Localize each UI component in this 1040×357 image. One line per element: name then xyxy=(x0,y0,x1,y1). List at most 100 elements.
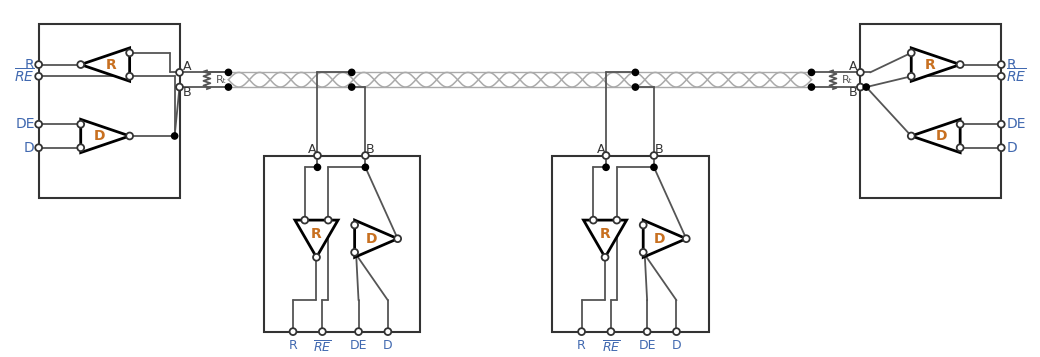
Circle shape xyxy=(857,69,864,76)
Circle shape xyxy=(348,69,355,76)
Text: D: D xyxy=(672,340,681,352)
Circle shape xyxy=(651,152,657,159)
Circle shape xyxy=(126,49,133,56)
Circle shape xyxy=(590,217,597,223)
Circle shape xyxy=(226,84,232,90)
Circle shape xyxy=(602,152,609,159)
Circle shape xyxy=(997,73,1005,80)
Text: $\overline{RE}$: $\overline{RE}$ xyxy=(1006,67,1026,85)
Circle shape xyxy=(640,222,647,228)
Circle shape xyxy=(348,84,355,90)
Polygon shape xyxy=(81,119,130,152)
Circle shape xyxy=(126,73,133,80)
Polygon shape xyxy=(355,220,397,257)
Circle shape xyxy=(77,144,84,151)
Circle shape xyxy=(324,217,332,223)
Text: B: B xyxy=(182,86,191,100)
Circle shape xyxy=(77,121,84,128)
Text: DE: DE xyxy=(639,340,656,352)
Circle shape xyxy=(362,152,369,159)
Text: R: R xyxy=(577,340,586,352)
Text: D: D xyxy=(94,129,105,143)
Circle shape xyxy=(644,328,651,335)
Text: D: D xyxy=(936,129,947,143)
Circle shape xyxy=(863,84,869,90)
Circle shape xyxy=(601,254,608,261)
Circle shape xyxy=(957,61,964,68)
Text: R: R xyxy=(925,57,935,71)
Text: R: R xyxy=(1006,57,1016,71)
Polygon shape xyxy=(911,48,960,81)
Polygon shape xyxy=(295,220,338,257)
Circle shape xyxy=(997,121,1005,128)
Circle shape xyxy=(302,217,308,223)
Circle shape xyxy=(857,84,864,90)
Circle shape xyxy=(362,164,368,170)
Text: $\overline{RE}$: $\overline{RE}$ xyxy=(313,340,332,355)
Circle shape xyxy=(385,328,391,335)
Circle shape xyxy=(313,254,320,261)
Circle shape xyxy=(632,84,639,90)
Circle shape xyxy=(640,249,647,256)
Circle shape xyxy=(908,73,914,80)
Circle shape xyxy=(352,222,358,228)
Circle shape xyxy=(957,144,964,151)
Text: DE: DE xyxy=(1006,117,1025,131)
Circle shape xyxy=(908,132,914,139)
Text: R: R xyxy=(311,227,321,241)
Circle shape xyxy=(808,69,814,76)
Text: Rₜ: Rₜ xyxy=(215,75,227,85)
Circle shape xyxy=(35,73,42,80)
Circle shape xyxy=(314,164,320,170)
Text: R: R xyxy=(25,57,34,71)
Circle shape xyxy=(314,152,321,159)
Circle shape xyxy=(997,144,1005,151)
Circle shape xyxy=(683,235,690,242)
Circle shape xyxy=(957,121,964,128)
Text: A: A xyxy=(308,143,317,156)
Text: $\overline{RE}$: $\overline{RE}$ xyxy=(15,67,34,85)
Text: R: R xyxy=(106,57,116,71)
Circle shape xyxy=(632,69,639,76)
Circle shape xyxy=(808,84,814,90)
Text: D: D xyxy=(654,232,666,246)
Circle shape xyxy=(35,144,42,151)
Polygon shape xyxy=(643,220,686,257)
Circle shape xyxy=(651,164,657,170)
Circle shape xyxy=(997,61,1005,68)
Text: A: A xyxy=(849,60,857,73)
Text: $\overline{RE}$: $\overline{RE}$ xyxy=(601,340,620,355)
Text: A: A xyxy=(597,143,605,156)
Text: D: D xyxy=(1006,141,1017,155)
Polygon shape xyxy=(81,48,130,81)
Circle shape xyxy=(607,328,615,335)
Text: A: A xyxy=(182,60,191,73)
Text: D: D xyxy=(365,232,378,246)
Circle shape xyxy=(126,132,133,139)
Circle shape xyxy=(226,69,232,76)
Circle shape xyxy=(578,328,586,335)
Text: DE: DE xyxy=(16,117,34,131)
Text: Rₜ: Rₜ xyxy=(841,75,853,85)
Circle shape xyxy=(289,328,296,335)
Text: R: R xyxy=(289,340,297,352)
Circle shape xyxy=(176,69,183,76)
Circle shape xyxy=(908,49,914,56)
Text: DE: DE xyxy=(349,340,367,352)
Text: B: B xyxy=(849,86,857,100)
Circle shape xyxy=(614,217,620,223)
Polygon shape xyxy=(911,119,960,152)
Text: D: D xyxy=(383,340,393,352)
Circle shape xyxy=(355,328,362,335)
Text: D: D xyxy=(24,141,34,155)
Circle shape xyxy=(77,61,84,68)
Circle shape xyxy=(352,249,358,256)
Circle shape xyxy=(319,328,326,335)
Text: B: B xyxy=(654,143,664,156)
Circle shape xyxy=(35,61,42,68)
Circle shape xyxy=(176,84,183,90)
Text: R: R xyxy=(600,227,610,241)
Circle shape xyxy=(35,121,42,128)
Polygon shape xyxy=(583,220,626,257)
Circle shape xyxy=(394,235,401,242)
